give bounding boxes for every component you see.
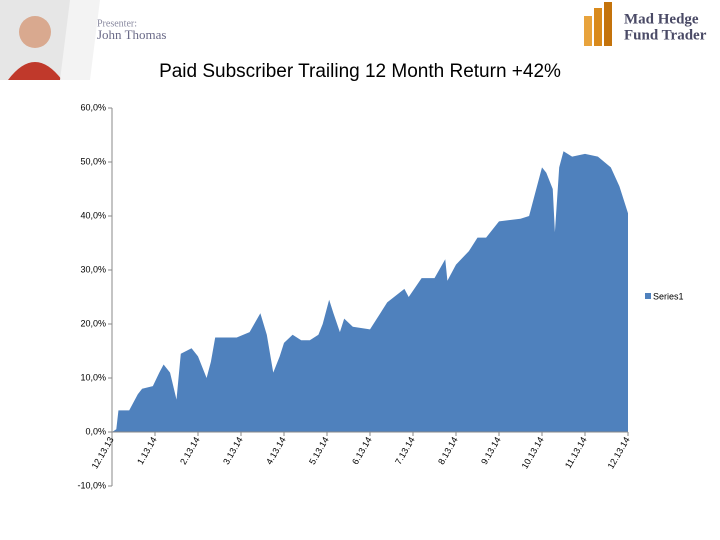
y-tick-label: 30,0%: [80, 264, 106, 274]
x-tick-label: 11.13.14: [563, 435, 589, 470]
y-tick-label: 50,0%: [80, 156, 106, 166]
logo-text: Fund Trader: [624, 27, 707, 43]
x-tick-label: 9.13.14: [479, 435, 503, 466]
y-tick-label: 0,0%: [85, 426, 106, 436]
presenter-name: John Thomas: [97, 27, 166, 42]
logo-bars: [584, 2, 612, 46]
presenter-tie: [8, 62, 62, 80]
x-tick-label: 2.13.14: [178, 435, 202, 466]
page-curl: [60, 0, 100, 80]
y-tick-label: -10,0%: [77, 480, 106, 490]
x-tick-label: 10.13.14: [520, 435, 546, 470]
y-tick-label: 40,0%: [80, 210, 106, 220]
x-tick-label: 7.13.14: [393, 435, 417, 466]
x-tick-label: 5.13.14: [307, 435, 331, 466]
y-tick-label: 10,0%: [80, 372, 106, 382]
chart-title: Paid Subscriber Trailing 12 Month Return…: [159, 61, 561, 82]
area: [112, 151, 628, 432]
legend-label: Series1: [653, 291, 684, 301]
presenter-face: [19, 16, 51, 48]
x-tick-label: 8.13.14: [436, 435, 460, 466]
y-tick-label: 20,0%: [80, 318, 106, 328]
x-tick-label: 4.13.14: [264, 435, 288, 466]
x-tick-label: 6.13.14: [350, 435, 374, 466]
x-tick-label: 3.13.14: [221, 435, 245, 466]
x-tick-label: 1.13.14: [135, 435, 159, 466]
y-tick-label: 60,0%: [80, 102, 106, 112]
legend-swatch: [645, 293, 651, 299]
logo-text: Mad Hedge: [624, 11, 699, 27]
presenter-label: Presenter:: [97, 18, 137, 29]
x-tick-label: 12.13.14: [606, 435, 632, 470]
